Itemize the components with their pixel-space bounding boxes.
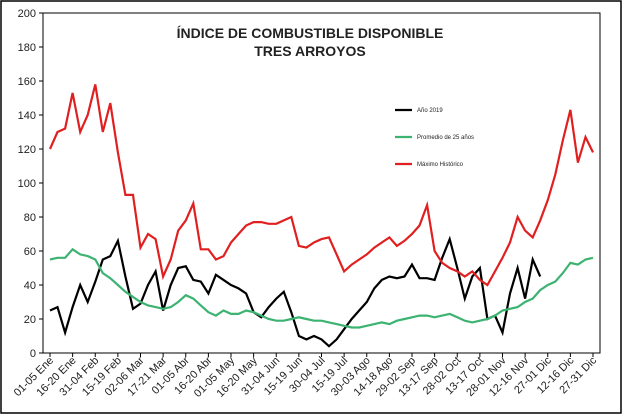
chart-title: TRES ARROYOS xyxy=(254,43,366,59)
series-line xyxy=(48,84,594,287)
legend-label: Máximo Histórico xyxy=(417,162,464,168)
y-tick-label: 80 xyxy=(24,212,36,224)
y-tick-label: 0 xyxy=(30,348,36,360)
legend-label: Año 2019 xyxy=(417,108,443,114)
y-tick-label: 60 xyxy=(24,246,36,258)
y-tick-label: 20 xyxy=(24,314,36,326)
y-tick-label: 40 xyxy=(24,280,36,292)
plot-area xyxy=(42,12,601,354)
y-tick-label: 100 xyxy=(18,178,36,190)
y-tick-label: 200 xyxy=(18,8,36,20)
y-tick-label: 160 xyxy=(18,76,36,88)
legend-label: Promedio de 25 años xyxy=(417,135,474,141)
y-tick-label: 180 xyxy=(18,42,36,54)
series-line xyxy=(49,247,594,329)
series-line xyxy=(49,235,542,348)
chart-title: ÍNDICE DE COMBUSTIBLE DISPONIBLE xyxy=(177,25,444,41)
y-tick-label: 140 xyxy=(18,110,36,122)
y-tick-label: 120 xyxy=(18,144,36,156)
